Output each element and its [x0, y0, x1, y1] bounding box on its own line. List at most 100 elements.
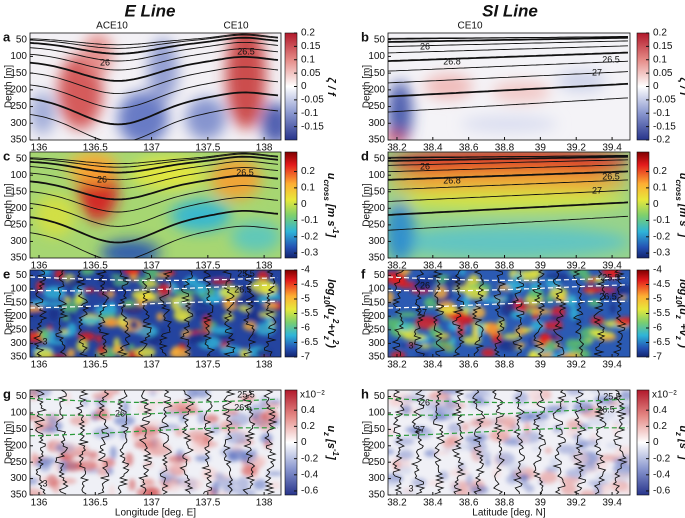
field-blob	[428, 413, 447, 421]
y-tick-label: 150	[368, 68, 385, 79]
profile-line	[472, 390, 486, 495]
colorbar-label-part: log	[325, 279, 337, 296]
y-tick-label: 200	[10, 311, 27, 322]
field-blob	[461, 422, 469, 433]
colorbar-label-part: u	[677, 425, 685, 432]
colorbar-tick-label: 0.05	[301, 68, 321, 79]
colorbar-tick-label: -0.1	[653, 108, 671, 119]
profile-line	[158, 270, 173, 357]
field-blob	[500, 302, 517, 317]
field-blob	[113, 415, 136, 427]
field-blob	[612, 419, 630, 425]
colorbar-label-part: [m s	[677, 201, 685, 227]
field-blob	[238, 305, 251, 312]
field-blob	[123, 303, 145, 314]
isopycnal	[30, 56, 279, 82]
field-blob	[421, 397, 445, 405]
profile-line	[221, 270, 236, 357]
field-blob	[157, 283, 172, 296]
frame	[29, 32, 282, 141]
isopycnal	[30, 152, 279, 165]
y-axis-label: Depth [m]	[4, 65, 15, 109]
colorbar-tick-label: 0.2	[653, 28, 667, 39]
colorbar-tick-label: -0.05	[301, 95, 324, 106]
field-blob	[400, 343, 407, 348]
y-tick-label: 350	[10, 253, 27, 264]
profile-line	[432, 270, 446, 357]
isopycnal	[388, 35, 629, 40]
y-tick-label: 250	[368, 324, 385, 335]
y-tick-label: 350	[368, 253, 385, 264]
colorbar-label-part: ]	[325, 233, 337, 238]
colorbar-label-part: +v	[677, 323, 685, 336]
y-tick-label: 250	[10, 324, 27, 335]
column-title: E Line	[124, 1, 175, 20]
profile-line	[116, 270, 131, 357]
colorbar-tick-label: -0.1	[653, 215, 671, 226]
contour-label: 27	[592, 185, 602, 195]
x-tick-label: 136.5	[83, 360, 108, 371]
isopycnal	[388, 201, 629, 216]
profile-line	[33, 390, 47, 495]
isopycnal	[388, 300, 628, 309]
field-blob	[47, 301, 65, 307]
frame	[387, 32, 631, 141]
field-blob	[388, 132, 408, 140]
isopycnal	[388, 284, 629, 292]
field-blob	[400, 403, 412, 416]
colorbar-tick-label: -0.2	[301, 453, 319, 464]
field-blob	[78, 317, 103, 325]
field-blob	[492, 81, 551, 103]
frame	[387, 389, 631, 496]
field-blob	[124, 452, 134, 467]
isopycnal	[388, 215, 629, 231]
field-blob	[159, 328, 167, 334]
profile-line	[201, 390, 216, 495]
field-blob	[539, 471, 558, 484]
profile-line	[392, 390, 405, 495]
field-blob	[141, 480, 156, 486]
column-title: SI Line	[482, 1, 538, 20]
y-tick-label: 200	[368, 440, 385, 451]
field-blob	[447, 422, 462, 434]
colorbar-tick-label: -5.5	[301, 308, 319, 319]
y-tick-label: 300	[368, 118, 385, 129]
isopycnal	[30, 174, 279, 201]
x-tick-label: 136	[31, 261, 48, 272]
field-blob	[154, 294, 170, 302]
field-blob	[549, 314, 564, 323]
field-blob	[77, 332, 96, 342]
field-blob	[260, 102, 281, 140]
x-tick-label: 136.5	[83, 143, 108, 154]
isopycnal	[30, 33, 279, 46]
field-blob	[507, 462, 527, 474]
field-blob	[222, 486, 239, 494]
isopycnal	[30, 225, 279, 258]
x-tick-label: 38.4	[423, 261, 443, 272]
field-blob	[513, 391, 529, 405]
field-blob	[443, 400, 460, 409]
colorbar-tick-label: 0.4	[301, 405, 315, 416]
colorbar-tick-label: 0	[653, 437, 659, 448]
field-blob	[161, 460, 184, 475]
field-blob	[119, 426, 127, 440]
field-blob	[527, 411, 550, 421]
y-tick-label: 250	[368, 220, 385, 231]
field-blob	[131, 289, 155, 301]
field-blob	[397, 449, 414, 460]
colorbar-tick-label: -4.5	[653, 279, 671, 290]
colorbar-label-part: -1	[683, 449, 685, 457]
colorbar-tick-label: -6	[653, 323, 662, 334]
x-tick-label: 39.2	[566, 360, 586, 371]
contour-label: 26	[100, 57, 110, 67]
field-blob	[171, 296, 195, 303]
x-tick-label: 38.6	[459, 261, 479, 272]
panel-letter: f	[361, 266, 366, 281]
profile-line	[242, 270, 257, 357]
y-tick-label: 300	[10, 236, 27, 247]
colorbar-tick-label: -0.3	[653, 248, 671, 259]
x-tick-label: 39.4	[602, 498, 622, 509]
y-tick-label: 300	[368, 473, 385, 484]
field-blob	[390, 351, 406, 357]
contour-label: 26.8	[443, 56, 461, 66]
